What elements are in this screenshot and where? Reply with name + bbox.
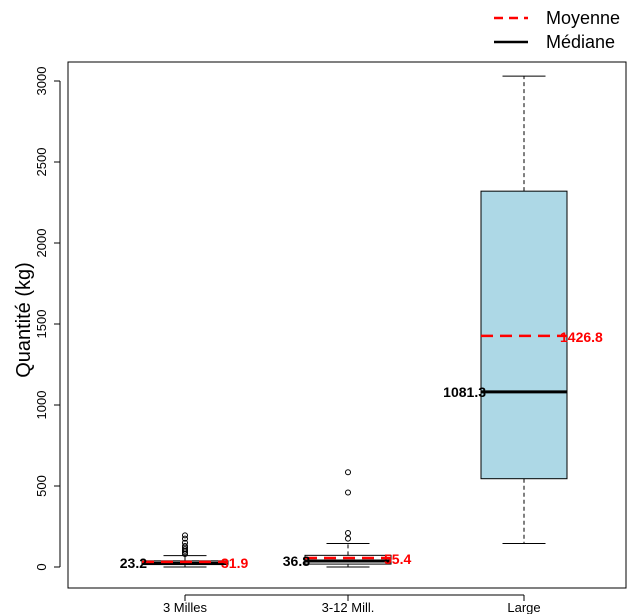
y-tick-label: 2500 (34, 148, 49, 177)
outlier-point (182, 539, 188, 546)
outlier-point (345, 489, 351, 496)
legend: Moyenne Médiane (494, 8, 620, 52)
y-axis-label: Quantité (kg) (13, 262, 35, 378)
x-tick-label: Large (507, 600, 540, 614)
outlier-point (182, 535, 188, 542)
mean-value-label: 31.9 (221, 555, 248, 571)
plot-frame (67, 61, 627, 589)
outlier-point (182, 542, 188, 549)
box-group: 36.8 55.4 (283, 469, 411, 569)
mean-value-label: 1426.8 (560, 329, 603, 345)
y-tick-label: 3000 (34, 67, 49, 96)
legend-median-label: Médiane (546, 32, 615, 52)
y-tick-label: 1000 (34, 391, 49, 420)
median-value-label: 36.8 (283, 553, 310, 569)
x-tick-label: 3 Milles (163, 600, 208, 614)
legend-mean-label: Moyenne (546, 8, 620, 28)
y-tick-label: 2000 (34, 229, 49, 258)
y-tick-label: 1500 (34, 310, 49, 339)
y-tick-label: 500 (34, 475, 49, 497)
median-value-label: 23.2 (120, 555, 147, 571)
median-value-label: 1081.3 (443, 384, 486, 400)
outlier-point (182, 532, 188, 539)
mean-value-label: 55.4 (384, 551, 411, 567)
outlier-point (345, 535, 351, 542)
outlier-point (345, 469, 351, 476)
box-group: 23.2 31.9 (120, 532, 248, 571)
y-axis: 0 500 1000 1500 2000 2500 3000 (34, 67, 61, 571)
x-axis: 3 Milles 3-12 Mill. Large (163, 594, 541, 614)
y-tick-label: 0 (34, 563, 49, 570)
outlier-point (345, 529, 351, 536)
x-tick-label: 3-12 Mill. (322, 600, 375, 614)
box-group: 1081.3 1426.8 (443, 75, 603, 545)
boxes: 23.2 31.9 36.8 55.4 1081.3 1426.8 (120, 75, 603, 571)
